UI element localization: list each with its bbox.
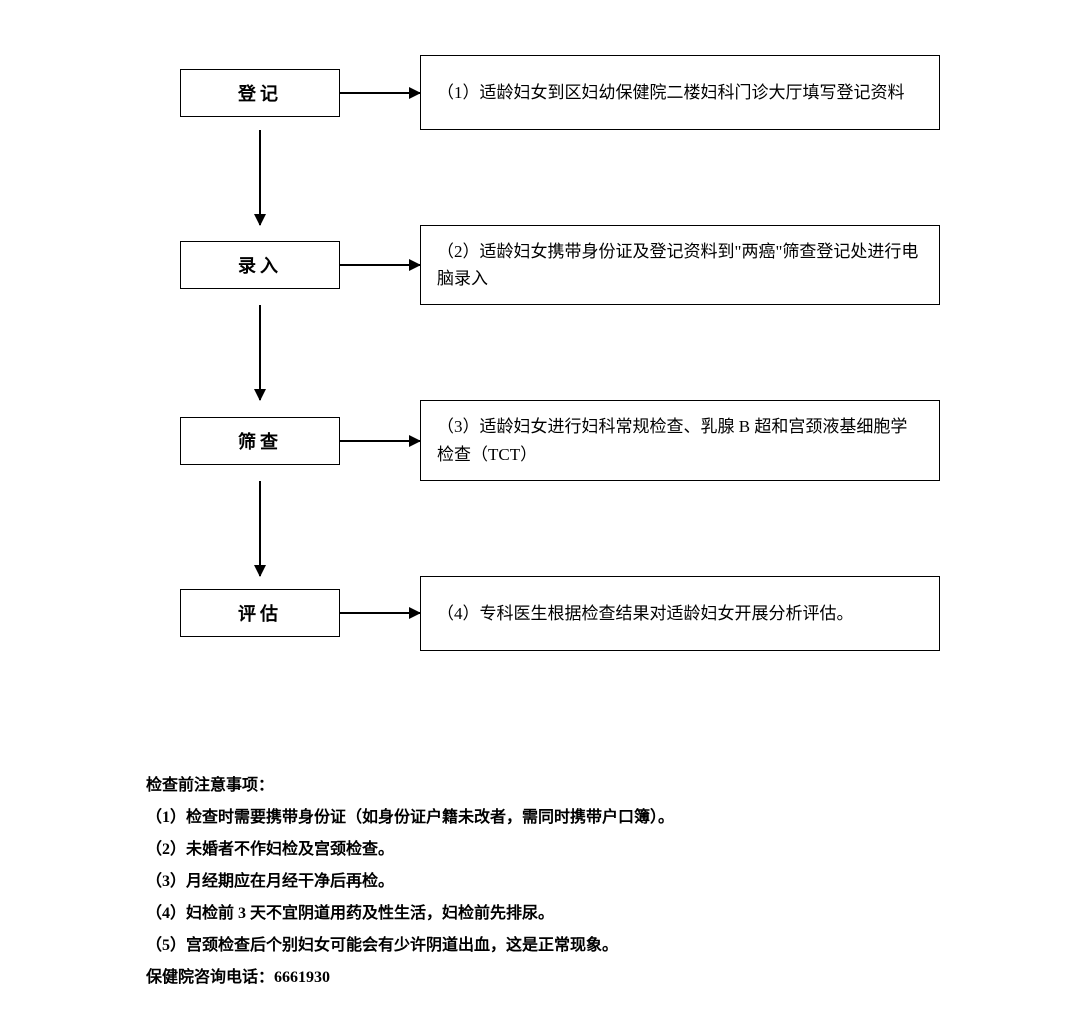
- note-item: （4）妇检前 3 天不宜阴道用药及性生活，妇检前先排尿。: [146, 898, 946, 930]
- note-item: （2）未婚者不作妇检及宫颈检查。: [146, 834, 946, 866]
- desc-box-4: （4）专科医生根据检查结果对适龄妇女开展分析评估。: [420, 576, 940, 651]
- flow-row-2: 录入 （2）适龄妇女携带身份证及登记资料到"两癌"筛查登记处进行电脑录入: [180, 225, 1000, 305]
- desc-box-3: （3）适龄妇女进行妇科常规检查、乳腺 B 超和宫颈液基细胞学检查（TCT）: [420, 400, 940, 480]
- flowchart-container: 登记 （1）适龄妇女到区妇幼保健院二楼妇科门诊大厅填写登记资料 录入 （2）适龄…: [180, 55, 1000, 651]
- arrow-down-icon: [259, 130, 261, 225]
- arrow-right-icon: [340, 612, 420, 614]
- step-box-input: 录入: [180, 241, 340, 289]
- arrow-right-icon: [340, 92, 420, 94]
- step-label: 录入: [238, 252, 282, 278]
- desc-text: （2）适龄妇女携带身份证及登记资料到"两癌"筛查登记处进行电脑录入: [437, 238, 923, 292]
- desc-text: （1）适龄妇女到区妇幼保健院二楼妇科门诊大厅填写登记资料: [437, 79, 905, 106]
- step-box-evaluate: 评估: [180, 589, 340, 637]
- desc-box-2: （2）适龄妇女携带身份证及登记资料到"两癌"筛查登记处进行电脑录入: [420, 225, 940, 305]
- desc-text: （3）适龄妇女进行妇科常规检查、乳腺 B 超和宫颈液基细胞学检查（TCT）: [437, 413, 923, 467]
- flow-row-4: 评估 （4）专科医生根据检查结果对适龄妇女开展分析评估。: [180, 576, 1000, 651]
- step-box-register: 登记: [180, 69, 340, 117]
- arrow-right-icon: [340, 440, 420, 442]
- step-label: 评估: [238, 600, 282, 626]
- contact-info: 保健院咨询电话：6661930: [146, 962, 946, 994]
- arrow-down-icon: [259, 305, 261, 400]
- flow-row-3: 筛查 （3）适龄妇女进行妇科常规检查、乳腺 B 超和宫颈液基细胞学检查（TCT）: [180, 400, 1000, 480]
- note-item: （3）月经期应在月经干净后再检。: [146, 866, 946, 898]
- flow-row-1: 登记 （1）适龄妇女到区妇幼保健院二楼妇科门诊大厅填写登记资料: [180, 55, 1000, 130]
- step-box-screen: 筛查: [180, 417, 340, 465]
- note-item: （1）检查时需要携带身份证（如身份证户籍未改者，需同时携带户口簿）。: [146, 802, 946, 834]
- notes-section: 检查前注意事项： （1）检查时需要携带身份证（如身份证户籍未改者，需同时携带户口…: [146, 770, 946, 994]
- notes-title: 检查前注意事项：: [146, 770, 946, 802]
- step-label: 登记: [238, 80, 282, 106]
- note-item: （5）宫颈检查后个别妇女可能会有少许阴道出血，这是正常现象。: [146, 930, 946, 962]
- arrow-down-icon: [259, 481, 261, 576]
- desc-text: （4）专科医生根据检查结果对适龄妇女开展分析评估。: [437, 600, 854, 627]
- desc-box-1: （1）适龄妇女到区妇幼保健院二楼妇科门诊大厅填写登记资料: [420, 55, 940, 130]
- step-label: 筛查: [238, 428, 282, 454]
- arrow-right-icon: [340, 264, 420, 266]
